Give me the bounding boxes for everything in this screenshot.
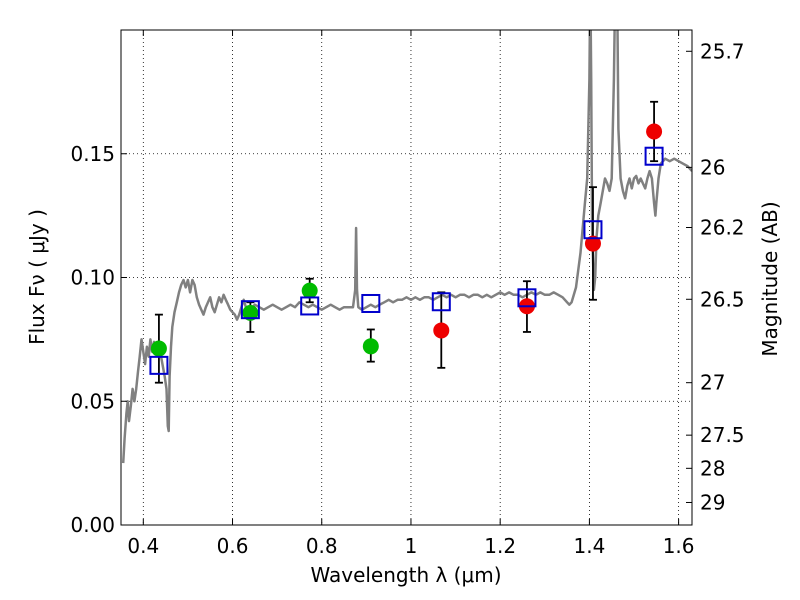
- red-data-point: [646, 123, 663, 140]
- right-ticks: 25.7 26 26.2 26.5 27 27.5 28 29: [686, 39, 745, 514]
- right-axis-title: Magnitude (AB): [758, 201, 782, 356]
- x-tick-label: 0.6: [217, 534, 249, 558]
- x-ticks: 0.4 0.6 0.8 1 1.2 1.4 1.6: [127, 30, 695, 558]
- green-data-point: [150, 340, 167, 357]
- y-ticks: 0.00 0.05 0.10 0.15: [70, 142, 127, 537]
- right-tick-label: 25.7: [700, 39, 745, 63]
- x-axis-title: Wavelength λ (μm): [310, 563, 501, 587]
- grid-lines: [121, 30, 692, 525]
- right-tick-label: 29: [700, 490, 725, 514]
- model-band-square: [517, 288, 537, 308]
- right-tick-label: 26.2: [700, 216, 745, 240]
- right-tick-label: 27.5: [700, 423, 745, 447]
- x-tick-label: 1.4: [573, 534, 605, 558]
- x-tick-label: 0.4: [127, 534, 159, 558]
- right-tick-label: 28: [700, 456, 725, 480]
- model-band-square: [149, 355, 169, 375]
- right-tick-label: 26.5: [700, 287, 745, 311]
- red-data-point: [433, 322, 450, 339]
- model-band-square: [644, 146, 664, 166]
- x-tick-label: 1.6: [663, 534, 695, 558]
- model-band-square: [361, 293, 381, 313]
- red-data-point: [584, 235, 601, 252]
- x-tick-label: 1: [405, 534, 418, 558]
- right-tick-label: 26: [700, 155, 725, 179]
- model-band-square: [300, 296, 320, 316]
- y-tick-label: 0.00: [70, 513, 115, 537]
- model-band-square: [240, 300, 260, 320]
- y-tick-label: 0.15: [70, 142, 115, 166]
- model-band-square: [583, 220, 603, 240]
- y-tick-label: 0.05: [70, 389, 115, 413]
- y-tick-label: 0.10: [70, 266, 115, 290]
- green-data-point: [362, 338, 379, 355]
- right-tick-label: 27: [700, 371, 725, 395]
- model-band-square: [431, 292, 451, 312]
- model-spectrum-line: [121, 30, 692, 464]
- x-tick-label: 1.2: [484, 534, 516, 558]
- x-tick-label: 0.8: [306, 534, 338, 558]
- plot-frame: [120, 29, 693, 526]
- model-spectrum-layer: [121, 30, 692, 464]
- marker-layer: [149, 123, 664, 375]
- y-axis-title: Flux Fν ( μJy ): [25, 209, 49, 345]
- green-data-point: [301, 282, 318, 299]
- green-data-point: [242, 304, 259, 321]
